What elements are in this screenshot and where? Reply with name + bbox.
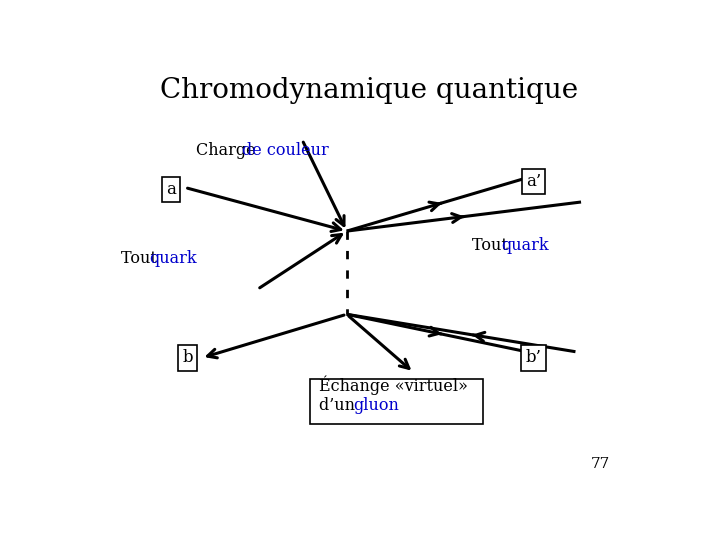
Text: quark: quark — [501, 237, 549, 254]
Text: Tout: Tout — [472, 237, 513, 254]
Text: gluon: gluon — [354, 397, 400, 414]
Text: 77: 77 — [591, 457, 610, 471]
Text: a’: a’ — [526, 173, 541, 190]
Text: de couleur: de couleur — [242, 141, 328, 159]
Text: d’un: d’un — [319, 397, 360, 414]
FancyBboxPatch shape — [310, 379, 483, 424]
Text: b’: b’ — [526, 349, 541, 367]
Text: Échange «virtuel»: Échange «virtuel» — [319, 375, 468, 395]
Text: b: b — [182, 349, 193, 367]
Text: quark: quark — [150, 249, 197, 267]
Text: a: a — [166, 181, 176, 198]
Text: Tout: Tout — [121, 249, 162, 267]
Text: Charge: Charge — [196, 141, 261, 159]
Text: Chromodynamique quantique: Chromodynamique quantique — [160, 77, 578, 104]
